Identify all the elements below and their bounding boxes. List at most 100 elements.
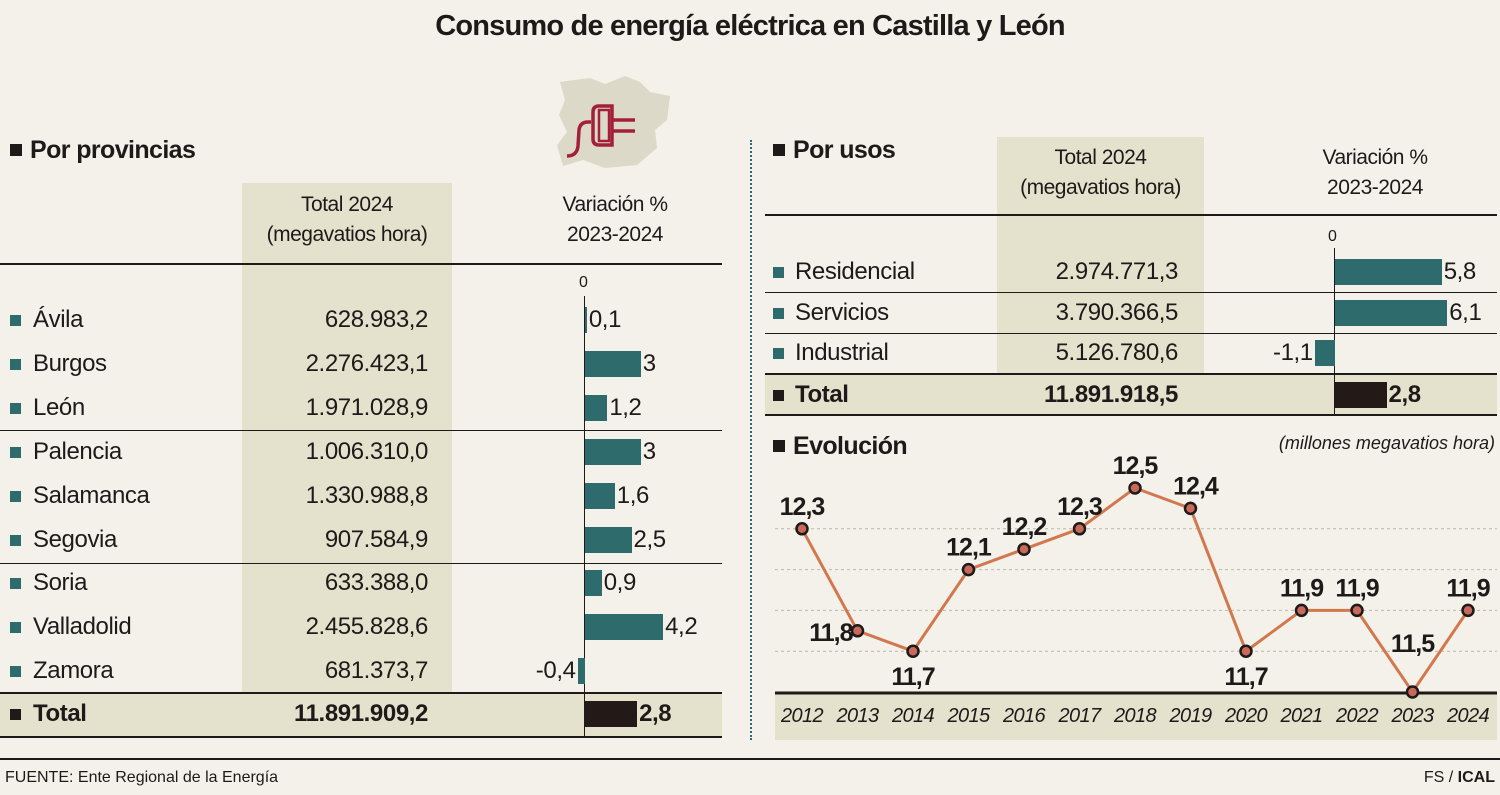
divider [765,373,1497,375]
variation-bar [585,394,608,421]
col-var-line2: 2023-2024 [567,223,663,246]
provincias-col-total-header: Total 2024 (megavatios hora) [242,190,452,250]
heading-square-icon [773,440,785,452]
row-total: 1.006.310,0 [305,437,429,465]
footer-divider [0,758,1500,760]
row-name: Residencial [795,258,915,285]
data-label: 11,5 [1391,630,1435,658]
data-point [906,644,920,658]
divider [765,414,1497,416]
data-point [795,522,809,536]
data-point [1128,481,1142,495]
row-total: 628.983,2 [324,306,429,333]
col-total-line1: Total 2024 [301,193,393,216]
row-marker-icon [10,578,21,590]
divider [0,692,722,694]
data-point [1239,644,1253,658]
row-name: Valladolid [33,613,132,641]
total-variation-label: 2,8 [1388,381,1422,408]
variation-bar [577,658,585,685]
row-total: 3.790.366,5 [1055,298,1179,326]
variation-label: -1,1 [1273,339,1313,367]
plug-on-map-icon [557,76,670,168]
usos-col-total-header: Total 2024 (megavatios hora) [997,143,1204,203]
data-point [850,624,865,638]
evolucion-unit-note: (millones megavatios hora) [1278,433,1495,453]
row-marker-icon [10,358,21,370]
zero-axis [584,296,585,736]
data-point [1294,603,1309,618]
col-var-line1: Variación % [562,193,669,216]
variation-bar [585,438,641,465]
variation-label: 3 [642,349,656,377]
year-tick-label: 2016 [1002,705,1046,727]
variation-label: 2,5 [633,525,667,553]
page-title: Consumo de energía eléctrica en Castilla… [435,10,1065,42]
total-marker-icon [773,390,784,401]
variation-label: 1,2 [609,393,642,421]
divider [765,292,1497,293]
col-var-line2: 2023-2024 [1327,176,1423,199]
year-tick-label: 2013 [836,705,879,727]
data-label: 12,1 [946,534,992,562]
variation-label: 0,9 [603,569,637,597]
heading-square-icon [10,144,22,156]
credit-fs: FS / [1423,769,1458,786]
variation-label: 1,6 [616,481,650,509]
total-variation-label: 2,8 [639,700,672,727]
total-variation-bar [1335,382,1387,408]
row-name: Ávila [33,306,84,333]
row-total: 633.388,0 [324,569,429,597]
variation-bar [585,307,587,333]
row-total: 1.971.028,9 [305,393,429,421]
variation-bar [1314,340,1335,367]
data-point [1183,501,1198,516]
row-total: 1.330.988,8 [305,481,429,509]
year-tick-label: 2014 [891,705,935,727]
row-total: 681.373,7 [324,657,429,685]
usos-col-var-header: Variación % 2023-2024 [1270,143,1480,203]
data-label: 11,9 [1280,574,1323,602]
row-name: León [33,393,85,421]
provincias-col-var-header: Variación % 2023-2024 [510,190,720,250]
variation-bar [1335,259,1442,285]
row-name: Servicios [795,298,889,326]
divider [765,333,1497,334]
row-marker-icon [10,446,21,458]
divider [765,214,1497,216]
row-name: Soria [33,569,88,597]
total-marker-icon [10,709,21,720]
total-label: Total [33,700,87,727]
data-point [1350,603,1364,618]
data-label: 11,9 [1446,574,1489,602]
data-label: 12,4 [1173,472,1219,500]
data-point [1461,603,1475,618]
row-marker-icon [10,534,21,546]
row-total: 2.455.828,6 [305,613,429,641]
variation-label: 3 [642,437,656,465]
zero-axis [1334,248,1335,415]
variation-bar [585,614,664,641]
year-tick-label: 2017 [1058,705,1101,727]
year-tick-label: 2012 [780,705,824,727]
year-tick-label: 2020 [1224,705,1268,727]
evolucion-heading-text: Evolución [793,432,908,460]
row-name: Burgos [33,349,107,377]
row-name: Palencia [33,437,122,465]
usos-total-column-highlight [997,137,1204,375]
variation-bar [585,350,641,377]
evolucion-heading: Evolución [773,432,908,461]
provincias-heading: Por provincias [10,136,196,165]
total-column-highlight [242,183,452,693]
row-name: Industrial [795,339,889,367]
divider [0,563,722,564]
data-label: 11,7 [891,663,934,691]
year-tick-label: 2018 [1113,705,1157,727]
year-tick-label: 2019 [1169,705,1212,727]
panel-divider [750,140,752,740]
data-point [961,562,976,577]
variation-label: 0,1 [588,306,622,333]
variation-label: 4,2 [665,613,698,641]
row-marker-icon [10,315,21,326]
